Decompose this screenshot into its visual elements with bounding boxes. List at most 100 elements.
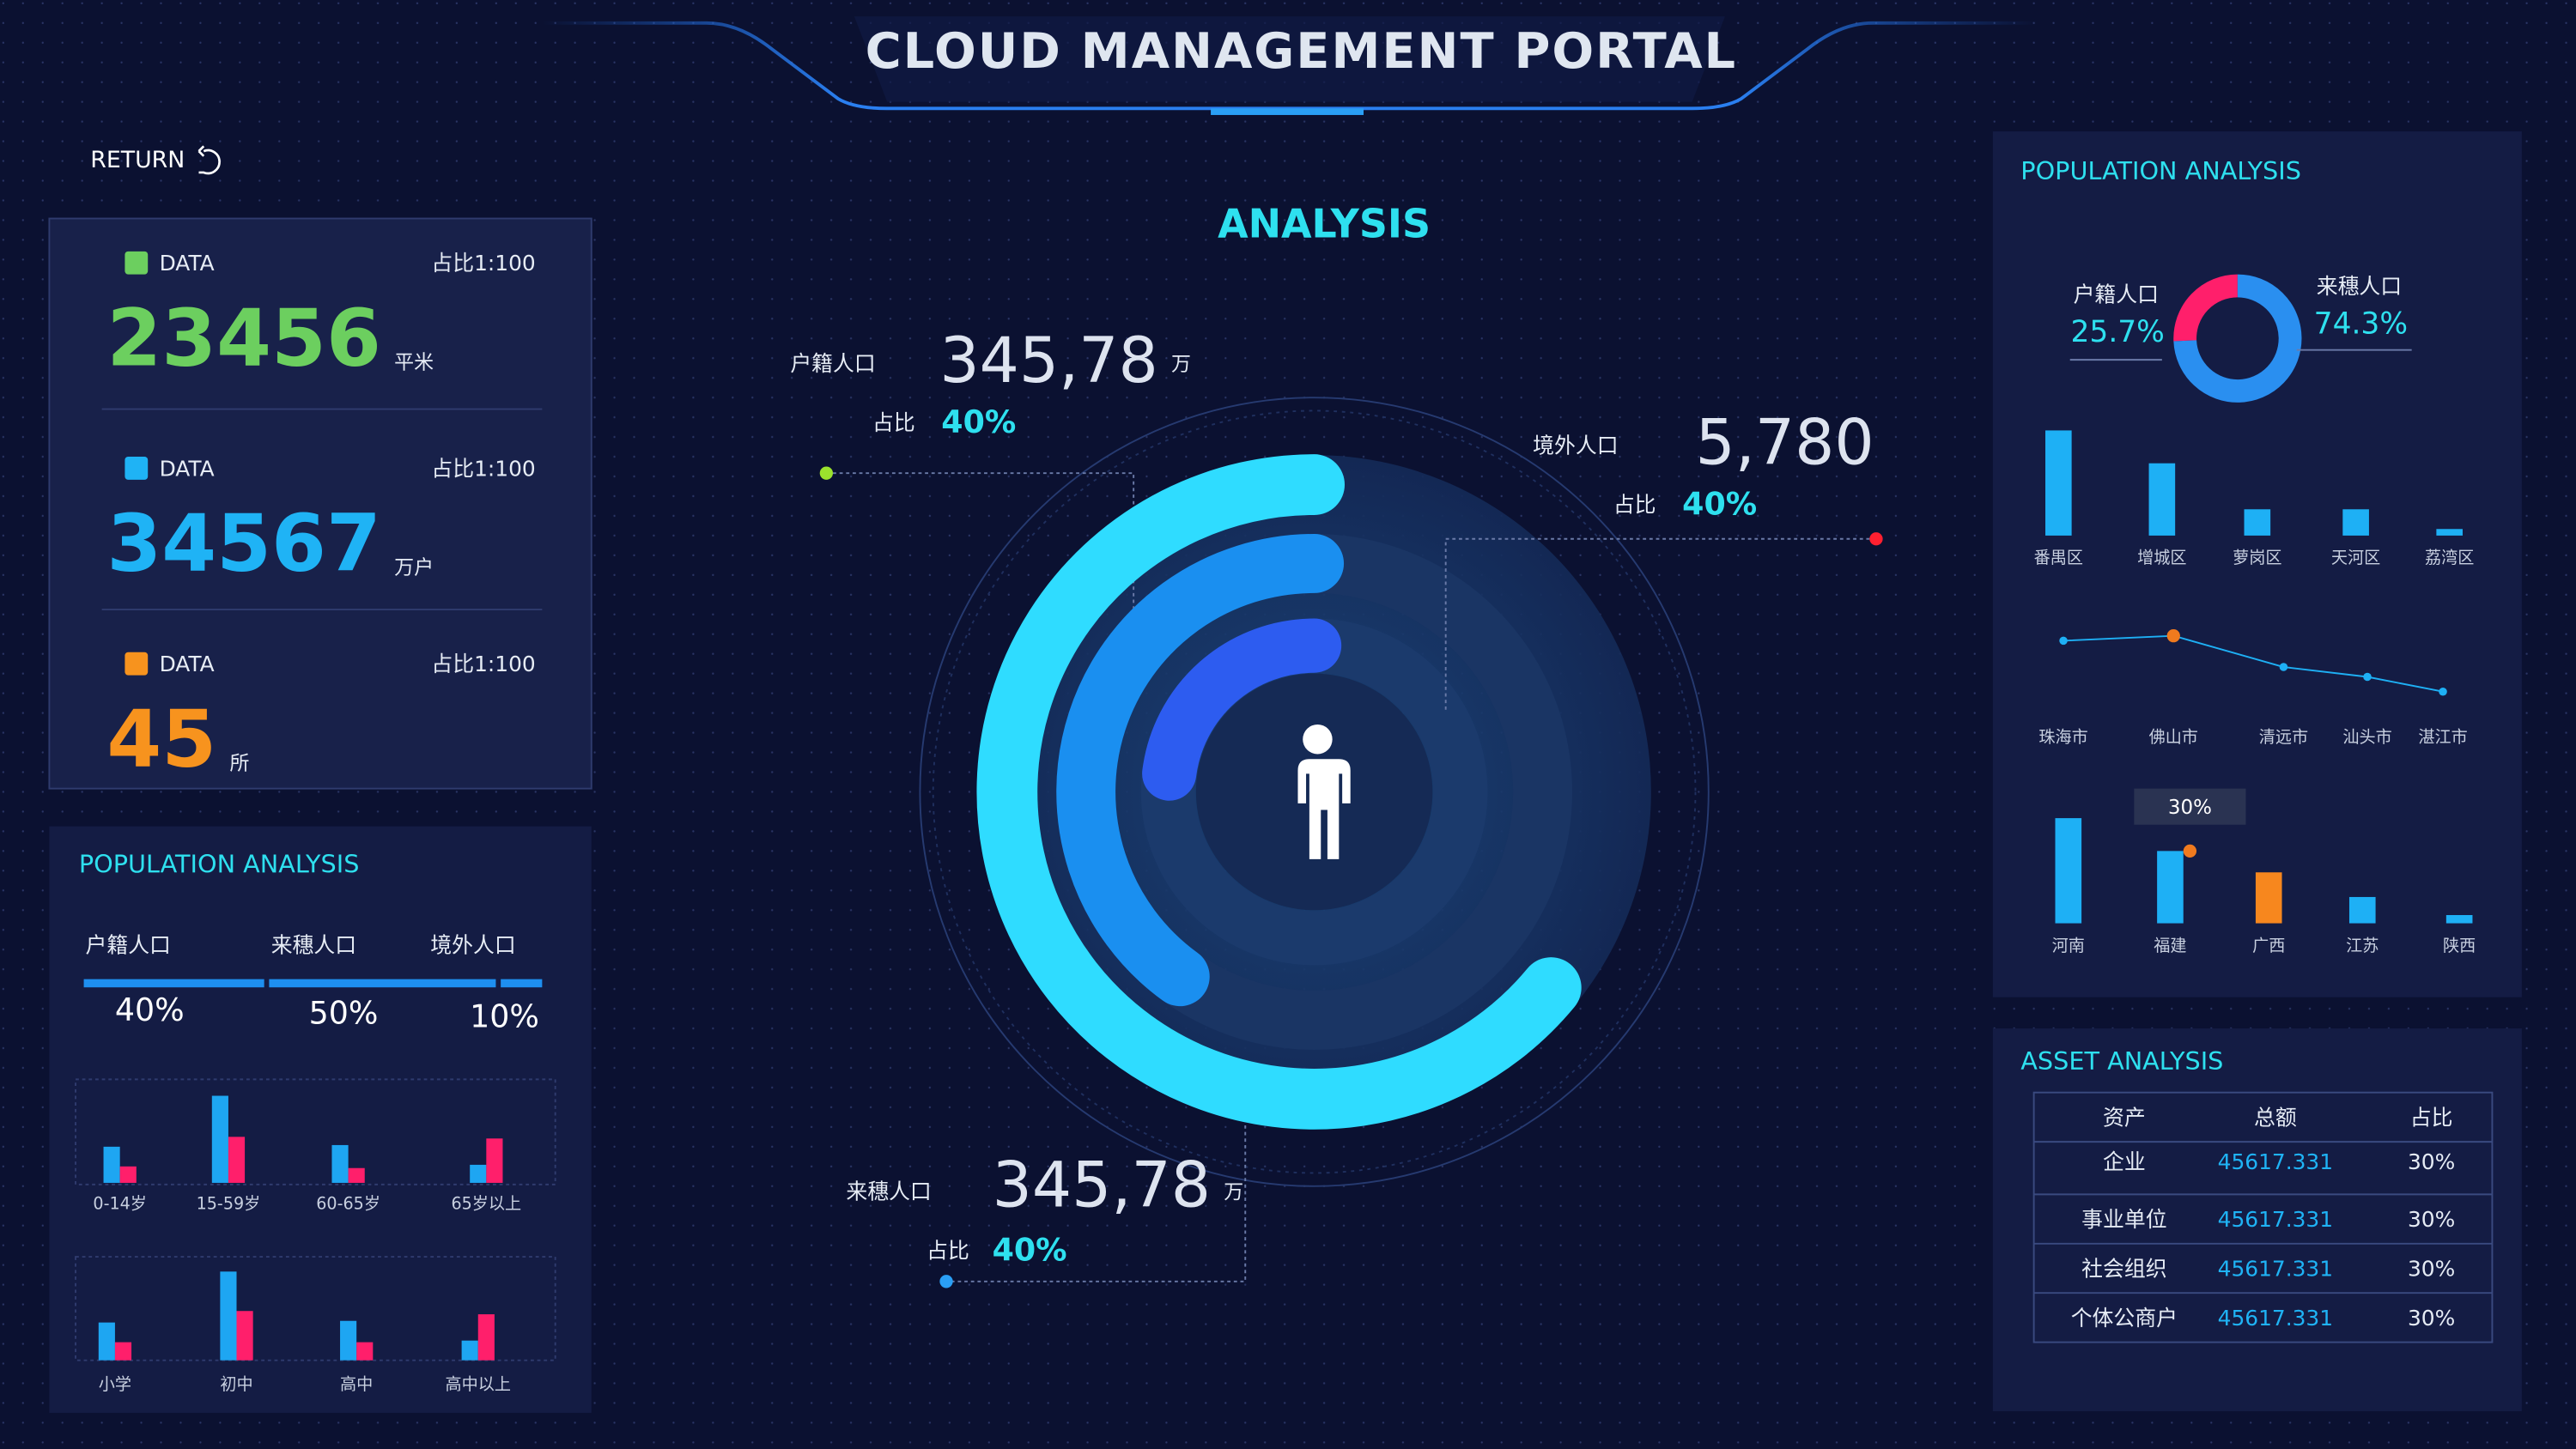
- point: [2166, 628, 2180, 643]
- return-icon[interactable]: [197, 145, 221, 175]
- callout-share-label: 占比: [872, 410, 915, 435]
- population-panel: [49, 826, 592, 1413]
- tooltip-box: [2134, 788, 2246, 825]
- x-tick-label: 清远市: [2259, 727, 2308, 747]
- table-cell: 30%: [2408, 1256, 2455, 1281]
- bar: [2055, 818, 2082, 924]
- x-tick-label: 60-65岁: [316, 1193, 380, 1213]
- stat-unit: 平米: [394, 351, 434, 373]
- callout-name: 来穗人口: [846, 1179, 931, 1203]
- callout-dot: [1869, 532, 1883, 546]
- x-tick-label: 天河区: [2331, 548, 2380, 567]
- share-name: 户籍人口: [85, 932, 170, 957]
- ring-decor: [919, 397, 1710, 1187]
- share-name: 境外人口: [430, 932, 515, 957]
- table-cell: 30%: [2408, 1149, 2455, 1174]
- panel-title: ASSET ANALYSIS: [2020, 1046, 2223, 1076]
- bar: [461, 1340, 478, 1361]
- share-value: 10%: [470, 998, 539, 1035]
- bar: [2445, 915, 2473, 924]
- share-value: 40%: [115, 991, 185, 1028]
- x-tick-label: 广西: [2252, 936, 2285, 955]
- x-tick-label: 小学: [99, 1374, 131, 1394]
- x-tick-label: 河南: [2052, 936, 2085, 955]
- table-cell: 企业: [2103, 1149, 2146, 1174]
- bar: [119, 1166, 137, 1183]
- stats-panel: [48, 217, 592, 790]
- callout-unit: 万: [1171, 353, 1191, 375]
- bar: [331, 1144, 349, 1183]
- point: [2363, 672, 2372, 682]
- return-link[interactable]: RETURN: [90, 147, 185, 173]
- callout-line: [1444, 537, 1876, 710]
- bar: [348, 1167, 365, 1183]
- person-icon: [1296, 724, 1351, 859]
- bar: [2045, 430, 2072, 536]
- callout-share-label: 占比: [927, 1238, 969, 1263]
- callout-line: [946, 1092, 1247, 1282]
- x-tick-label: 福建: [2154, 936, 2186, 955]
- donut-slice: [2173, 274, 2302, 403]
- bar: [2157, 851, 2184, 924]
- bar: [114, 1342, 132, 1361]
- table-cell: 个体公商户: [2071, 1306, 2178, 1331]
- legend-label: 来穗人口: [2317, 274, 2402, 299]
- stat-unit: 万户: [394, 557, 434, 579]
- bar: [2244, 509, 2271, 536]
- stat-value: 34567: [106, 498, 380, 590]
- callout-value: 5,780: [1695, 408, 1874, 480]
- bar: [470, 1164, 487, 1183]
- table-cell: 30%: [2408, 1207, 2455, 1232]
- stat-icon: [125, 652, 149, 676]
- stat-label: DATA: [160, 251, 215, 276]
- table-cell: 30%: [2408, 1306, 2455, 1331]
- bar: [356, 1342, 374, 1361]
- header-plate: [854, 16, 1725, 102]
- bar: [211, 1095, 228, 1183]
- x-tick-label: 0-14岁: [93, 1193, 147, 1213]
- x-tick-label: 高中: [340, 1374, 373, 1394]
- x-tick-label: 初中: [220, 1374, 252, 1394]
- page-title: CLOUD MANAGEMENT PORTAL: [866, 22, 1737, 80]
- bar: [486, 1138, 503, 1183]
- point: [2439, 687, 2447, 696]
- stat-value: 23456: [106, 292, 380, 384]
- callout-line: [826, 472, 1135, 658]
- point: [2059, 636, 2068, 646]
- x-tick-label: 佛山市: [2149, 727, 2198, 747]
- stat-icon: [125, 251, 149, 275]
- share-bar: [501, 979, 543, 988]
- table-header: 总额: [2254, 1105, 2297, 1130]
- stat-ratio: 占比1:100: [431, 251, 535, 276]
- x-tick-label: 增城区: [2137, 548, 2186, 567]
- callout-share: 40%: [941, 403, 1016, 440]
- x-tick-label: 江苏: [2346, 936, 2379, 955]
- bar: [220, 1271, 237, 1361]
- tooltip-text: 30%: [2168, 797, 2212, 819]
- bar: [2255, 872, 2282, 924]
- callout-name: 户籍人口: [790, 351, 875, 376]
- bar: [2436, 529, 2463, 536]
- stat-ratio: 占比1:100: [431, 456, 535, 481]
- ring-arc: [1142, 618, 1342, 801]
- table-cell: 45617.331: [2218, 1306, 2333, 1331]
- bar: [98, 1322, 115, 1361]
- x-tick-label: 番禺区: [2034, 548, 2083, 567]
- bar: [477, 1314, 495, 1361]
- stat-value: 45: [106, 693, 216, 785]
- table-cell: 事业单位: [2081, 1207, 2166, 1232]
- x-tick-label: 15-59岁: [197, 1193, 261, 1213]
- x-tick-label: 荔湾区: [2425, 548, 2474, 567]
- chart-frame: [75, 1256, 556, 1361]
- x-tick-label: 萝岗区: [2233, 548, 2281, 567]
- donut-label: 74.3%: [2314, 306, 2408, 341]
- x-tick-label: 陕西: [2443, 936, 2476, 955]
- table-cell: 45617.331: [2218, 1256, 2333, 1281]
- table-cell: 社会组织: [2081, 1256, 2166, 1281]
- x-tick-label: 湛江市: [2418, 727, 2467, 747]
- point: [2279, 663, 2288, 671]
- callout-dot: [939, 1275, 953, 1288]
- section-title: ANALYSIS: [1218, 201, 1431, 247]
